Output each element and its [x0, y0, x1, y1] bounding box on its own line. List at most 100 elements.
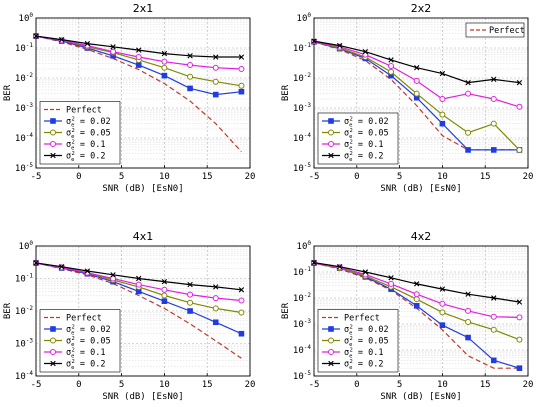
legend-label-s005: σe2 = 0.05 — [344, 128, 389, 140]
data-point-s02 — [516, 79, 523, 86]
data-point-s01 — [110, 275, 117, 282]
data-point-s02 — [388, 275, 394, 281]
y-tick-label: 10-5 — [15, 162, 33, 174]
data-point-s02 — [84, 40, 91, 47]
x-tick-label: 0 — [76, 172, 81, 182]
legend-label-s01: σe2 = 0.1 — [66, 140, 105, 152]
series-line-s02 — [313, 40, 520, 84]
data-point-s002 — [212, 91, 219, 98]
y-tick-label: 100 — [19, 12, 34, 24]
data-point-s01 — [135, 281, 142, 288]
data-point-s01 — [238, 65, 245, 72]
legend-marker-s002 — [50, 326, 56, 332]
legend-label-s02: σe2 = 0.2 — [344, 151, 383, 163]
x-tick-label: 5 — [119, 380, 124, 390]
legend-label-s01: σe2 = 0.1 — [344, 348, 383, 360]
legend-label-s002: σe2 = 0.02 — [66, 325, 111, 337]
x-tick-label: 20 — [523, 380, 534, 390]
y-tick-label: 10-4 — [15, 370, 33, 382]
x-tick-label: 20 — [245, 172, 256, 182]
data-point-s002 — [212, 319, 219, 326]
y-tick-label: 10-3 — [293, 102, 311, 114]
data-point-s005 — [413, 296, 420, 303]
x-axis-label: SNR (dB) [EsN0] — [102, 392, 183, 402]
y-tick-label: 10-1 — [15, 42, 33, 54]
x-tick-label: 5 — [119, 172, 124, 182]
plot-frame — [313, 17, 529, 169]
data-point-s02 — [465, 79, 471, 86]
data-point-s02 — [136, 275, 142, 282]
data-point-s005 — [516, 146, 523, 153]
legend-label-s002: σe2 = 0.02 — [344, 117, 389, 129]
y-tick-label: 10-4 — [15, 132, 33, 144]
data-point-s02 — [516, 299, 523, 305]
y-tick-label: 10-3 — [15, 338, 33, 350]
data-point-s005 — [388, 68, 395, 75]
legend-label-s01: σe2 = 0.1 — [344, 140, 383, 152]
x-tick-label: -5 — [31, 380, 42, 390]
legend-label-Perfect: Perfect — [66, 314, 102, 324]
data-point-s002 — [161, 298, 168, 305]
data-point-s002 — [465, 147, 471, 153]
data-point-s02 — [110, 44, 116, 50]
x-tick-label: 0 — [354, 380, 359, 390]
data-point-s002 — [135, 62, 142, 68]
y-axis-label: BER — [281, 84, 291, 101]
data-point-s002 — [238, 330, 245, 337]
legend-label-s002: σe2 = 0.02 — [66, 117, 111, 129]
data-point-s002 — [161, 72, 168, 79]
legend-label-Perfect: Perfect — [344, 314, 380, 324]
panel-title: 4x1 — [133, 230, 154, 243]
x-tick-label: 15 — [480, 172, 491, 182]
x-tick-label: -5 — [31, 172, 42, 182]
data-point-s01 — [212, 64, 219, 71]
data-point-s005 — [161, 292, 168, 299]
legend-marker-s02 — [328, 152, 334, 159]
legend-marker-s005 — [328, 337, 334, 344]
x-tick-label: 20 — [523, 172, 534, 182]
data-point-s01 — [110, 48, 117, 55]
plot-frame — [35, 245, 251, 377]
data-point-s002 — [465, 334, 471, 341]
panel-title: 2x1 — [133, 2, 154, 15]
data-point-s005 — [413, 90, 420, 97]
legend-perfect: Perfect — [465, 22, 525, 38]
legend-marker-s005 — [50, 129, 56, 136]
y-tick-label: 10-1 — [293, 266, 311, 278]
data-point-s02 — [336, 42, 343, 49]
data-point-s005 — [516, 336, 523, 343]
data-point-s02 — [161, 278, 168, 285]
data-point-s01 — [516, 314, 523, 321]
data-point-s02 — [110, 272, 116, 278]
data-point-s002 — [490, 147, 497, 153]
plot-frame — [313, 245, 529, 377]
legend-marker-s02 — [50, 152, 56, 159]
legend-label-s005: σe2 = 0.05 — [66, 128, 111, 140]
data-point-s01 — [490, 95, 497, 102]
data-point-s02 — [414, 65, 420, 71]
data-point-s02 — [58, 264, 65, 270]
data-point-s005 — [187, 73, 194, 80]
legend-label-s005: σe2 = 0.05 — [344, 336, 389, 348]
legend-marker-s002 — [328, 118, 334, 124]
legend-marker-s01 — [50, 349, 56, 355]
x-tick-label: 10 — [437, 172, 448, 182]
data-point-s02 — [213, 284, 219, 290]
data-point-s005 — [490, 120, 497, 127]
y-tick-label: 10-5 — [293, 370, 311, 382]
data-point-s02 — [439, 70, 446, 77]
legend-label-Perfect: Perfect — [489, 26, 525, 36]
data-point-s02 — [84, 268, 91, 274]
data-point-s01 — [465, 307, 472, 314]
legend-marker-s02 — [50, 360, 56, 367]
y-tick-label: 100 — [297, 240, 312, 252]
data-point-s02 — [388, 57, 394, 63]
x-axis-label: SNR (dB) [EsN0] — [380, 184, 461, 194]
legend-label-s01: σe2 = 0.1 — [66, 348, 105, 360]
x-tick-label: 10 — [437, 380, 448, 390]
panel-4x2: -5 0 5 10 15 20 10-5 10-4 10-3 10-2 10-1 100 SNR (dB… — [281, 230, 533, 402]
y-axis-label: BER — [3, 84, 13, 101]
y-tick-label: 10-4 — [293, 344, 311, 356]
legend-label-s02: σe2 = 0.2 — [344, 359, 383, 371]
